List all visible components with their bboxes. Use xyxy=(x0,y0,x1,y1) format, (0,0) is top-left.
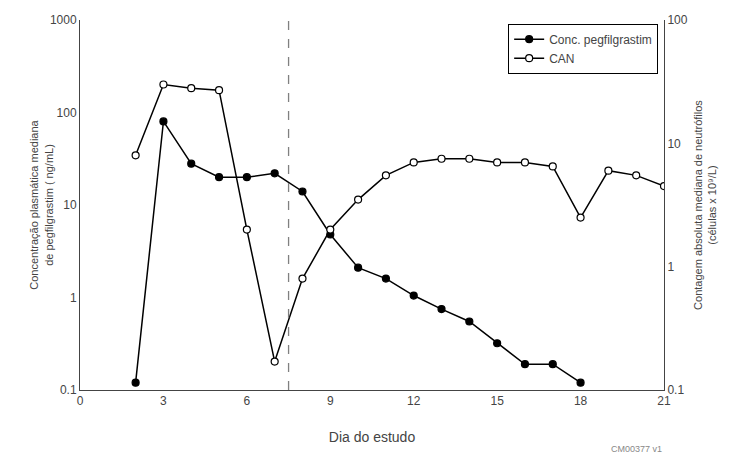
svg-text:10: 10 xyxy=(667,137,681,151)
svg-text:21: 21 xyxy=(657,394,671,408)
svg-text:0.1: 0.1 xyxy=(60,383,77,397)
svg-text:10: 10 xyxy=(63,198,77,212)
svg-text:3: 3 xyxy=(160,394,167,408)
svg-text:100: 100 xyxy=(667,13,687,27)
svg-text:15: 15 xyxy=(490,394,504,408)
svg-text:CM00377 v1: CM00377 v1 xyxy=(611,444,662,454)
svg-text:100: 100 xyxy=(57,106,77,120)
svg-text:Concentração plasmática median: Concentração plasmática medianade pegfil… xyxy=(28,119,54,289)
svg-text:1: 1 xyxy=(667,260,674,274)
svg-text:Dia do estudo: Dia do estudo xyxy=(329,429,416,445)
svg-text:12: 12 xyxy=(407,394,421,408)
svg-text:0.1: 0.1 xyxy=(667,383,684,397)
svg-text:18: 18 xyxy=(574,394,588,408)
svg-text:6: 6 xyxy=(244,394,251,408)
svg-text:0: 0 xyxy=(77,394,84,408)
svg-text:1: 1 xyxy=(70,291,77,305)
svg-text:CAN: CAN xyxy=(549,52,574,66)
svg-text:Contagem absoluta mediana de n: Contagem absoluta mediana de neutrófilos… xyxy=(692,100,718,310)
svg-text:Conc. pegfilgrastim: Conc. pegfilgrastim xyxy=(549,33,652,47)
svg-text:1000: 1000 xyxy=(50,13,77,27)
svg-text:9: 9 xyxy=(327,394,334,408)
